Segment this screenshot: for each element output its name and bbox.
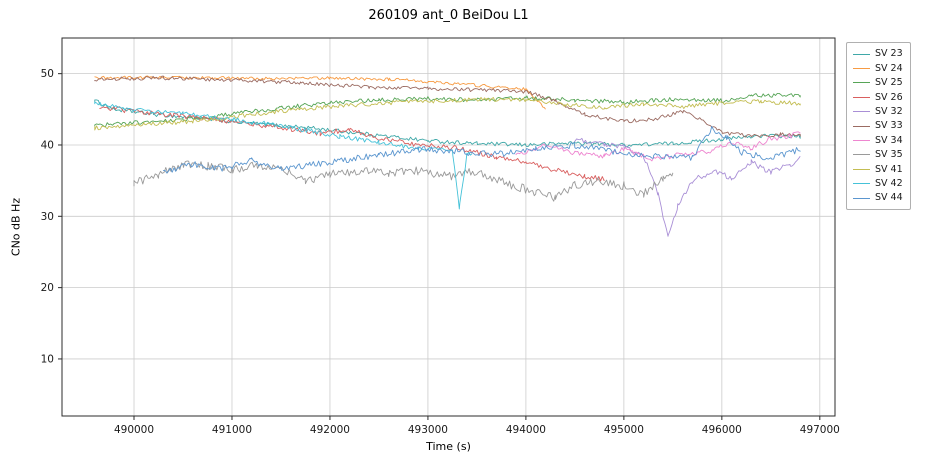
x-axis-label: Time (s): [426, 440, 471, 453]
series-line: [94, 75, 546, 110]
legend-swatch: [853, 197, 870, 199]
x-tick-label: 496000: [702, 424, 742, 436]
legend-label: SV 26: [875, 91, 903, 103]
x-tick-label: 491000: [212, 424, 252, 436]
series-line: [94, 75, 801, 138]
legend-swatch: [853, 125, 870, 127]
legend-swatch: [853, 154, 870, 156]
legend-label: SV 25: [875, 77, 903, 89]
legend: SV 23 SV 24 SV 25 SV 26 SV 32 SV 33 SV 34 SV 35…: [846, 42, 911, 211]
legend-item: SV 26: [853, 90, 903, 104]
x-tick-label: 497000: [800, 424, 840, 436]
x-tick-label: 495000: [604, 424, 644, 436]
legend-label: SV 32: [875, 106, 903, 117]
legend-item: SV 42: [853, 177, 903, 191]
series-line: [574, 137, 801, 237]
legend-label: SV 41: [875, 163, 903, 175]
legend-item: SV 25: [853, 76, 903, 90]
legend-label: SV 34: [875, 134, 903, 146]
legend-item: SV 35: [853, 148, 903, 162]
x-tick-label: 493000: [408, 424, 448, 436]
legend-label: SV 42: [875, 177, 903, 189]
series-line: [94, 101, 473, 210]
chart-title: 260109 ant_0 BeiDou L1: [368, 8, 529, 23]
series-line: [94, 92, 801, 128]
axes-frame: [61, 37, 836, 417]
legend-item: SV 23: [853, 47, 903, 61]
legend-swatch: [853, 68, 870, 70]
legend-item: SV 34: [853, 133, 903, 147]
x-tick-label: 492000: [310, 424, 350, 436]
legend-swatch: [853, 53, 870, 55]
legend-label: SV 44: [875, 192, 903, 204]
legend-item: SV 32: [853, 105, 903, 119]
legend-swatch: [853, 168, 870, 170]
series-line: [515, 131, 801, 162]
x-tick-label: 494000: [506, 424, 546, 436]
legend-label: SV 33: [875, 120, 903, 132]
legend-label: SV 23: [875, 48, 903, 60]
legend-label: SV 24: [875, 62, 903, 74]
legend-label: SV 35: [875, 149, 903, 161]
y-tick-label: 30: [41, 211, 54, 223]
series-line: [133, 160, 674, 202]
legend-swatch: [853, 183, 870, 185]
legend-item: SV 33: [853, 119, 903, 133]
series-line: [94, 96, 801, 131]
legend-item: SV 44: [853, 191, 903, 205]
series-line: [162, 125, 801, 174]
x-tick-label: 490000: [114, 424, 154, 436]
y-tick-label: 50: [41, 68, 54, 80]
legend-swatch: [853, 82, 870, 84]
legend-swatch: [853, 111, 870, 113]
series-line: [99, 106, 605, 182]
legend-swatch: [853, 96, 870, 98]
y-tick-label: 10: [41, 353, 54, 365]
legend-item: SV 24: [853, 61, 903, 75]
legend-item: SV 41: [853, 162, 903, 176]
legend-swatch: [853, 140, 870, 142]
y-tick-label: 40: [41, 139, 54, 151]
y-tick-label: 20: [41, 282, 54, 294]
